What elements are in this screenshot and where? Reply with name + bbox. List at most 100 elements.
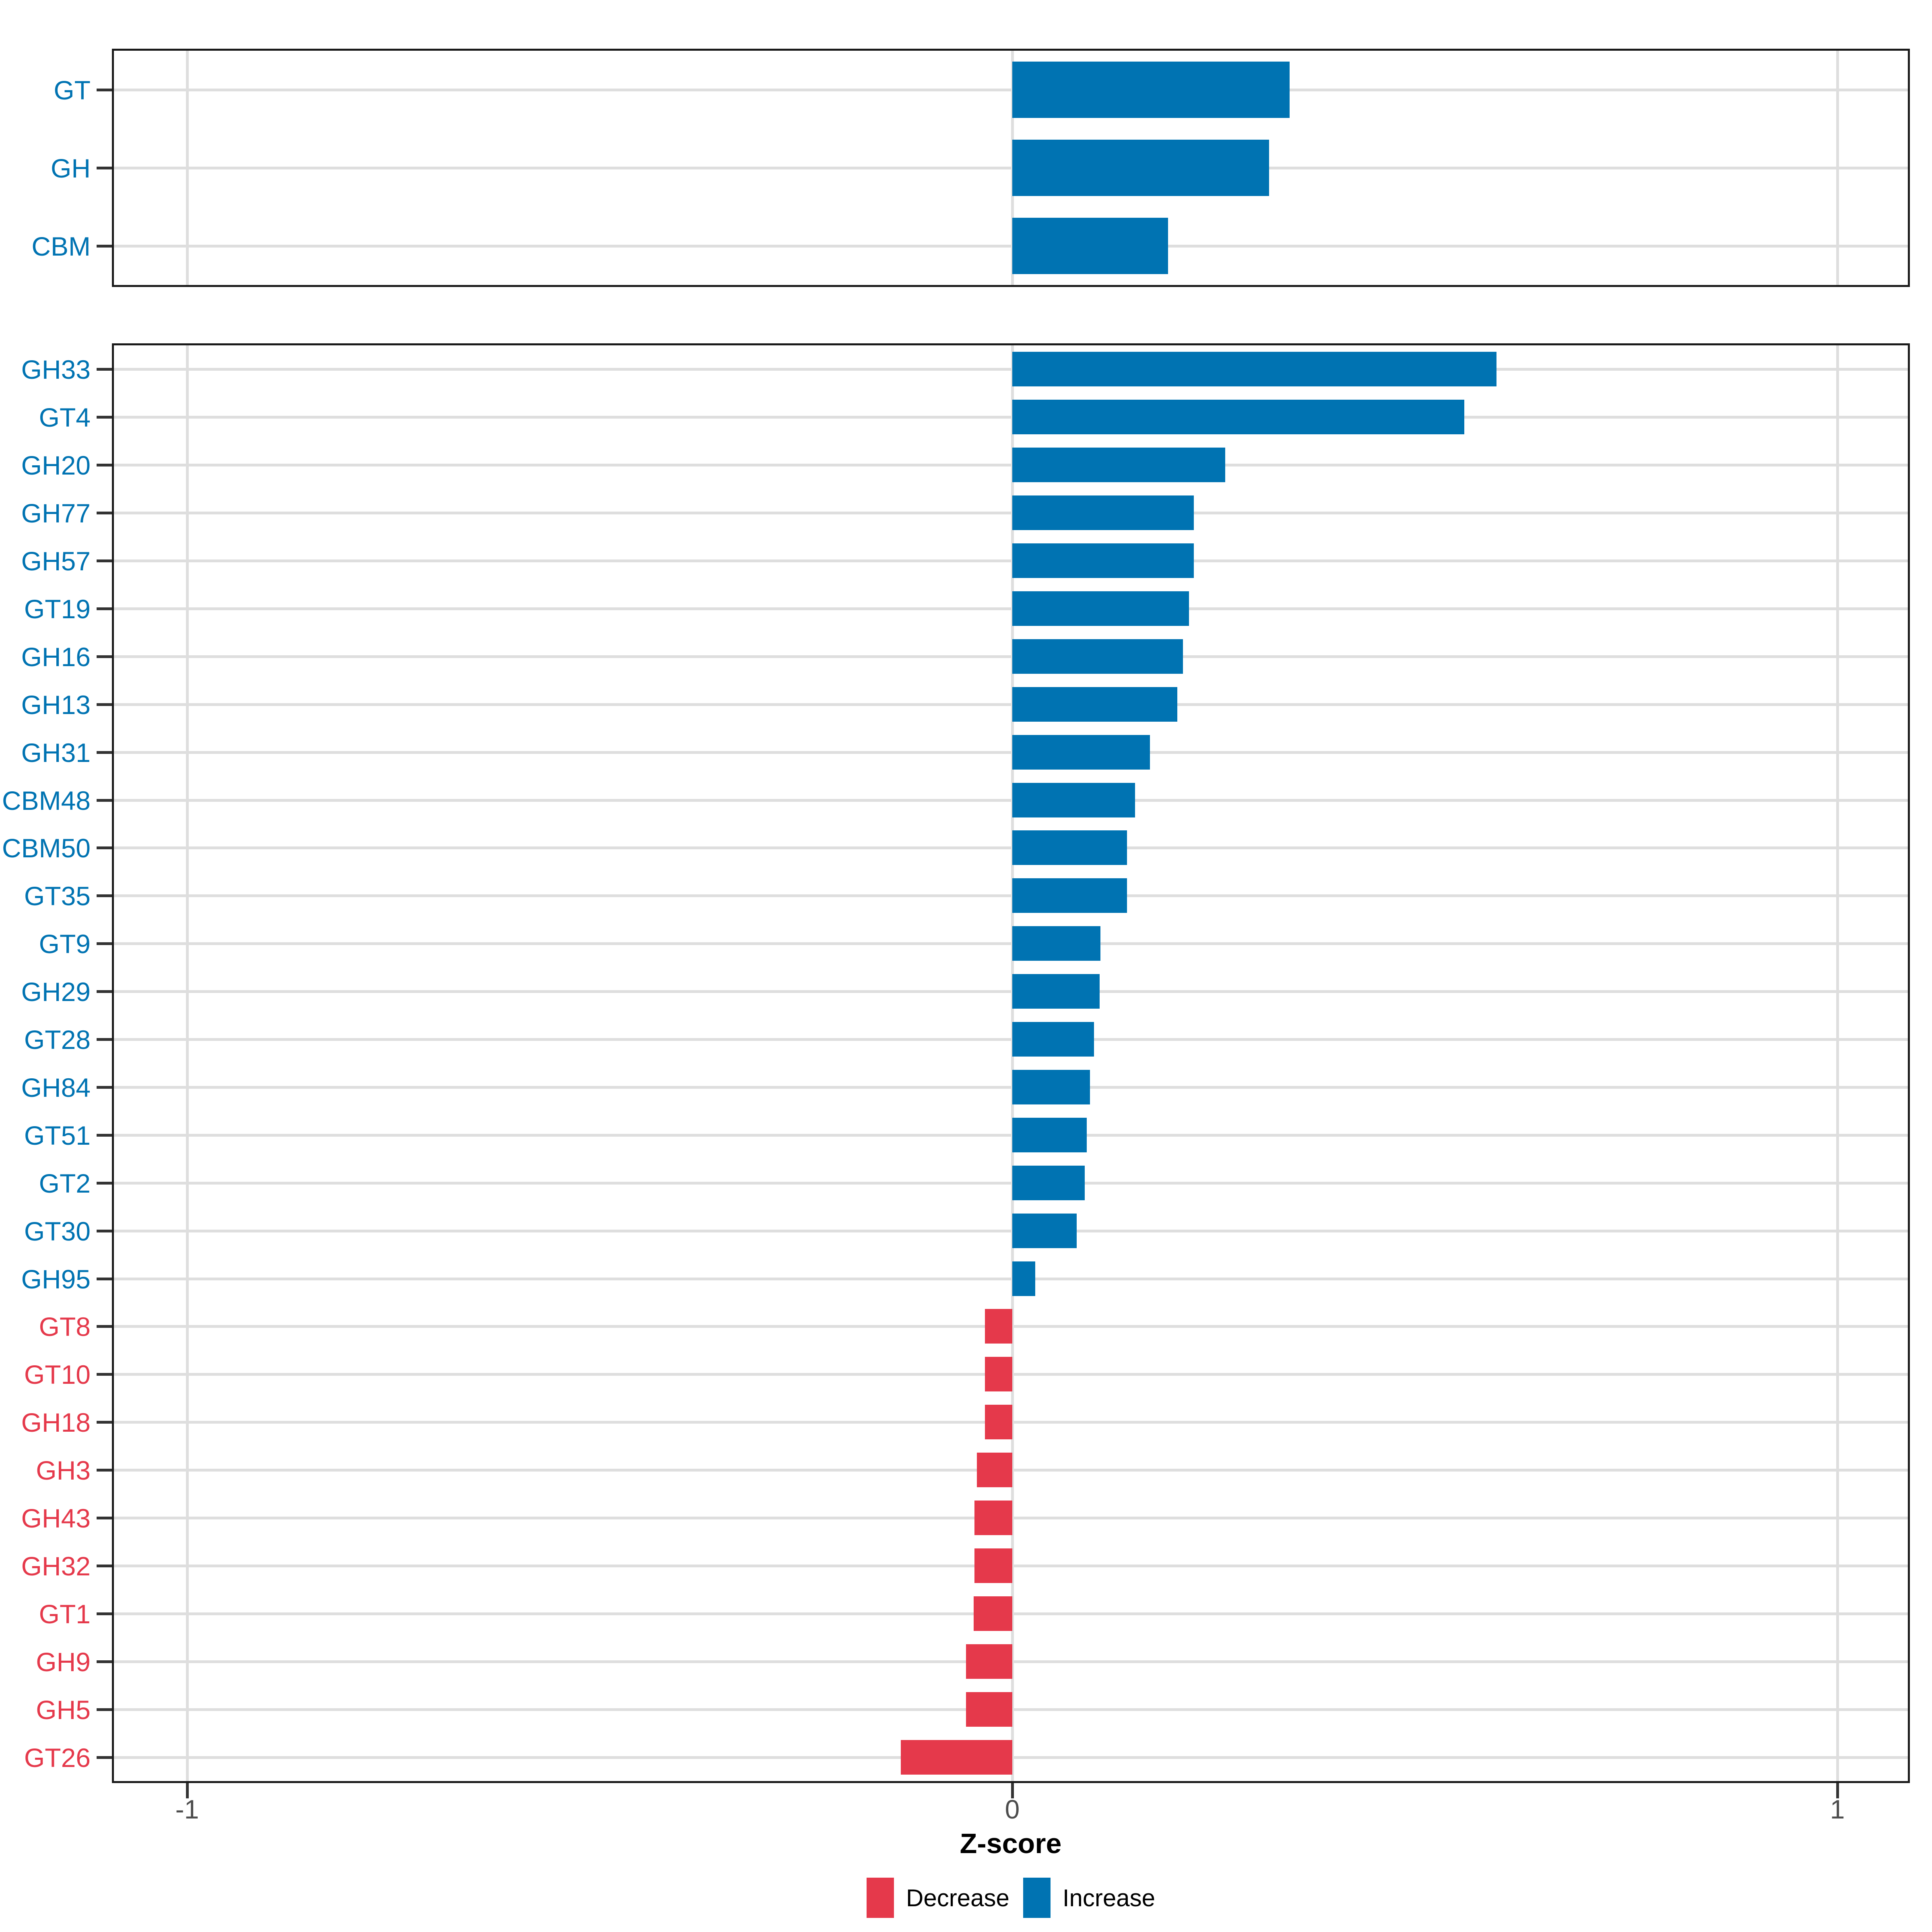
bar-GT: [1012, 62, 1290, 118]
bar-GH3: [976, 1453, 1012, 1488]
horizontal-gridline-GT35: [114, 894, 1908, 898]
bar-GH13: [1012, 687, 1177, 722]
bar-GH9: [966, 1644, 1012, 1679]
y-tick-GH95: [97, 1277, 112, 1280]
y-tick-CBM: [97, 245, 112, 248]
y-tick-GT2: [97, 1181, 112, 1185]
horizontal-gridline-GT4: [114, 416, 1908, 419]
bar-GH95: [1012, 1261, 1036, 1296]
y-tick-GH13: [97, 703, 112, 706]
y-tick-CBM50: [97, 846, 112, 850]
y-tick-GH3: [97, 1469, 112, 1472]
bar-GH57: [1012, 543, 1194, 578]
y-tick-GT10: [97, 1373, 112, 1376]
y-axis-label-GT28: GT28: [24, 1025, 91, 1055]
bar-GT28: [1012, 1022, 1094, 1057]
y-tick-GH29: [97, 990, 112, 993]
bar-GT51: [1012, 1117, 1087, 1152]
horizontal-gridline-GT19: [114, 607, 1908, 610]
horizontal-gridline-GT28: [114, 1038, 1908, 1041]
vertical-gridline-x-1: [186, 345, 189, 1781]
y-tick-GT35: [97, 894, 112, 898]
bar-GH43: [974, 1501, 1012, 1536]
horizontal-gridline-GH13: [114, 703, 1908, 706]
y-axis-label-GH33: GH33: [21, 355, 91, 385]
horizontal-gridline-GT51: [114, 1133, 1908, 1137]
y-axis-label-GH18: GH18: [21, 1408, 91, 1438]
horizontal-gridline-GH: [114, 167, 1908, 169]
legend-label-increase: Increase: [1062, 1884, 1155, 1911]
bar-GT10: [985, 1357, 1012, 1392]
y-tick-GH57: [97, 559, 112, 563]
y-tick-GH16: [97, 655, 112, 658]
x-axis-title: Z-score: [960, 1828, 1062, 1859]
bar-GH: [1012, 140, 1269, 196]
bar-GH18: [985, 1405, 1012, 1440]
y-axis-label-GT26: GT26: [24, 1742, 91, 1773]
horizontal-gridline-GH33: [114, 368, 1908, 371]
bar-GH33: [1012, 352, 1497, 387]
y-tick-GT: [97, 89, 112, 91]
y-tick-GH32: [97, 1564, 112, 1567]
bar-GH16: [1012, 639, 1183, 674]
y-axis-label-GH84: GH84: [21, 1072, 91, 1102]
x-tick-label-1: 1: [1830, 1794, 1845, 1824]
horizontal-gridline-GH16: [114, 655, 1908, 658]
bar-GT35: [1012, 878, 1127, 913]
y-axis-label-GH43: GH43: [21, 1503, 91, 1534]
horizontal-gridline-GH31: [114, 751, 1908, 754]
y-tick-GH77: [97, 512, 112, 515]
y-axis-label-GT9: GT9: [39, 929, 91, 959]
y-tick-GT30: [97, 1229, 112, 1232]
y-axis-label-GT8: GT8: [39, 1312, 91, 1342]
y-axis-label-GH5: GH5: [36, 1695, 91, 1725]
bar-GH29: [1012, 974, 1100, 1009]
x-tick-label--1: -1: [175, 1794, 199, 1824]
summary-panel: GT GH CBM: [31, 49, 1910, 287]
y-axis-label-CBM50: CBM50: [2, 833, 91, 863]
bar-GT19: [1012, 591, 1189, 626]
y-tick-GH: [97, 167, 112, 169]
vertical-gridline-x1: [1836, 345, 1839, 1781]
bar-GT30: [1012, 1213, 1077, 1248]
y-axis-label-GH32: GH32: [21, 1551, 91, 1581]
y-tick-GT1: [97, 1612, 112, 1615]
y-axis-label-GT2: GT2: [39, 1168, 91, 1198]
x-tick-label-0: 0: [1005, 1794, 1020, 1824]
vertical-gridline-x0: [1011, 345, 1014, 1781]
bar-GH84: [1012, 1069, 1090, 1104]
y-tick-GH31: [97, 751, 112, 754]
y-tick-GH33: [97, 368, 112, 371]
y-tick-GH20: [97, 464, 112, 467]
horizontal-gridline-GH29: [114, 990, 1908, 993]
y-axis-label-GH16: GH16: [21, 642, 91, 672]
y-tick-GH9: [97, 1660, 112, 1663]
legend-item-increase: Increase: [1023, 1878, 1155, 1918]
y-tick-CBM48: [97, 799, 112, 802]
y-axis-label-CBM48: CBM48: [2, 785, 91, 815]
legend-label-decrease: Decrease: [906, 1884, 1009, 1911]
y-axis-label-GH95: GH95: [21, 1264, 91, 1294]
horizontal-gridline-GT: [114, 89, 1908, 91]
y-axis-label-CBM: CBM: [31, 231, 91, 261]
y-axis-label-GT51: GT51: [24, 1120, 91, 1150]
y-axis-label-GH9: GH9: [36, 1647, 91, 1677]
x-tick-0: [1011, 1783, 1014, 1798]
y-axis-label-GH57: GH57: [21, 546, 91, 576]
horizontal-gridline-CBM: [114, 245, 1908, 248]
bar-GT1: [973, 1596, 1012, 1631]
x-tick--1: [186, 1783, 189, 1798]
y-tick-GH18: [97, 1421, 112, 1424]
bar-CBM: [1012, 218, 1168, 274]
x-tick-1: [1836, 1783, 1839, 1798]
y-axis-label-GT4: GT4: [39, 402, 91, 433]
y-tick-GT9: [97, 942, 112, 945]
horizontal-gridline-GH77: [114, 512, 1908, 515]
y-tick-GH43: [97, 1517, 112, 1520]
horizontal-gridline-GT2: [114, 1181, 1908, 1185]
horizontal-gridline-GH20: [114, 464, 1908, 467]
y-axis-label-GH31: GH31: [21, 737, 91, 768]
horizontal-gridline-GH95: [114, 1277, 1908, 1280]
y-axis-label-GT: GT: [54, 75, 91, 105]
